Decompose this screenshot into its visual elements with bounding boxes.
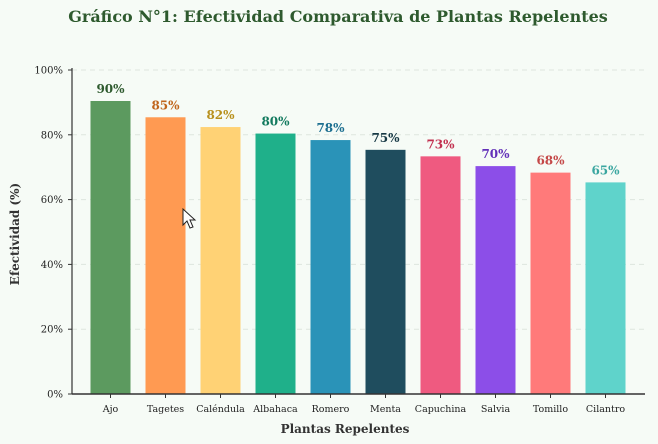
x-tick-label: Menta [370, 404, 401, 415]
bar [475, 166, 516, 394]
mouse-cursor-icon [182, 207, 197, 229]
x-tick-label: Caléndula [196, 404, 245, 415]
x-tick-label: Capuchina [415, 404, 467, 415]
bar [530, 172, 571, 394]
bar [200, 127, 241, 395]
data-label: 75% [371, 131, 400, 145]
x-tick-label: Ajo [102, 404, 119, 415]
x-tick-labels: Ajo Tagetes Caléndula Albahaca Romero Menta Ca… [102, 394, 625, 415]
bar [255, 133, 296, 395]
axes [71, 68, 645, 395]
bar [420, 156, 461, 394]
x-tick-label: Tomillo [533, 404, 568, 415]
x-tick-label: Albahaca [252, 404, 298, 415]
data-label: 80% [261, 115, 290, 129]
bars [90, 101, 626, 395]
x-tick-label: Cilantro [586, 404, 625, 415]
x-tick-label: Salvia [481, 404, 511, 415]
data-label: 65% [591, 163, 620, 177]
chart-title: Gráfico N°1: Efectividad Comparativa de … [68, 7, 608, 26]
x-axis-label: Plantas Repelentes [281, 422, 410, 436]
bar [90, 101, 131, 394]
data-label: 68% [536, 154, 565, 168]
data-label: 78% [316, 121, 345, 135]
y-tick-label: 80% [41, 130, 63, 141]
y-tick-label: 40% [41, 260, 63, 271]
data-label: 70% [481, 147, 510, 161]
data-label: 85% [151, 98, 180, 112]
data-label: 82% [206, 108, 235, 122]
y-tick-label: 20% [41, 325, 63, 336]
y-tick-label: 60% [41, 195, 63, 206]
data-labels: 90% 85% 82% 80% 78% 75% 73% 70% 68% 65% [96, 82, 620, 177]
x-tick-label: Romero [312, 404, 350, 415]
bar [145, 117, 186, 395]
bar [365, 149, 406, 394]
y-tick-label: 0% [47, 390, 63, 401]
data-label: 90% [96, 82, 125, 96]
y-axis-label: Efectividad (%) [8, 183, 22, 285]
bar [310, 140, 351, 394]
bar [585, 182, 626, 394]
y-tick-labels: 0% 20% 40% 60% 80% 100% [34, 66, 72, 401]
data-label: 73% [426, 137, 455, 151]
y-tick-label: 100% [34, 66, 63, 77]
x-tick-label: Tagetes [147, 404, 184, 415]
